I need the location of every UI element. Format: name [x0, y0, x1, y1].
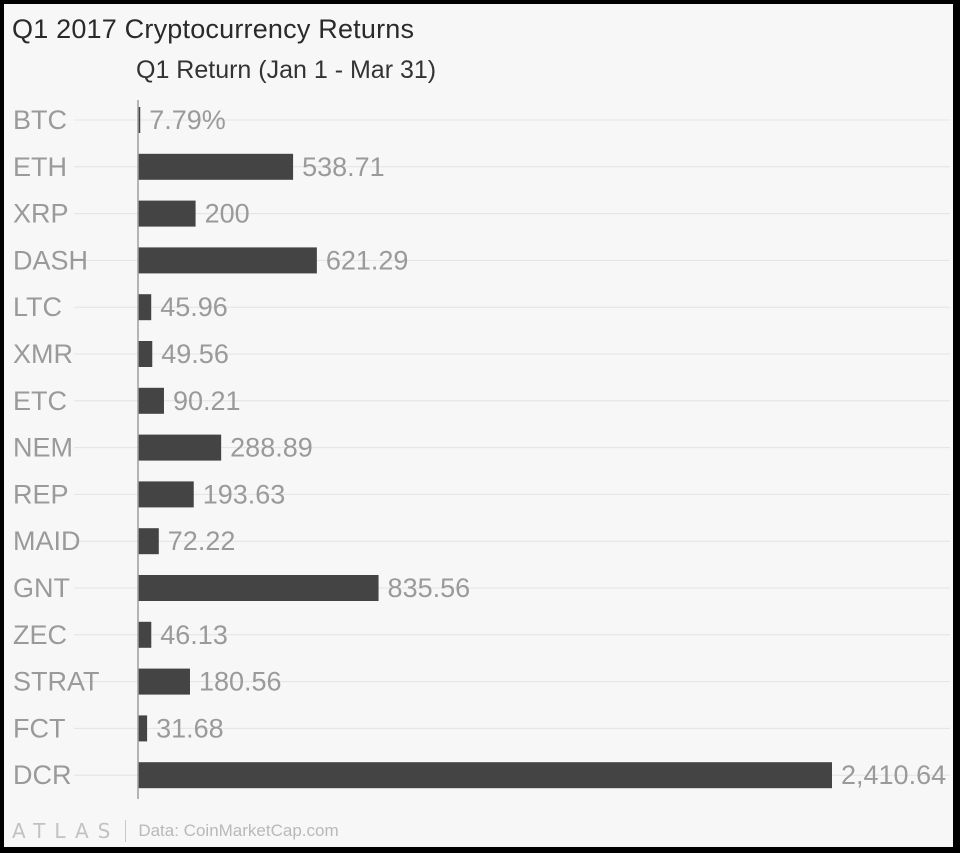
bar: [138, 294, 152, 321]
category-label: NEM: [13, 433, 73, 463]
bar: [138, 528, 159, 555]
bar: [138, 434, 222, 461]
bar: [138, 668, 190, 695]
value-label: 49.56: [161, 339, 229, 369]
value-label: 72.22: [168, 526, 236, 556]
value-label: 288.89: [230, 433, 313, 463]
value-label: 538.71: [302, 152, 385, 182]
series-label: Q1 Return (Jan 1 - Mar 31): [136, 56, 437, 84]
bar-chart: BTC 7.79% ETH 538.71 XRP 200 DASH 621.29 LTC 45.9…: [13, 100, 950, 799]
bar: [138, 387, 164, 414]
category-label: STRAT: [13, 667, 100, 697]
chart-footer: ATLAS Data: CoinMarketCap.com: [12, 817, 339, 845]
category-label: ETH: [13, 152, 67, 182]
category-label: REP: [13, 479, 69, 509]
category-label: DCR: [13, 760, 72, 790]
value-label: 835.56: [388, 573, 471, 603]
bar: [138, 200, 196, 227]
value-label: 200: [205, 199, 250, 229]
value-label: 31.68: [156, 713, 224, 743]
value-label: 193.63: [203, 479, 286, 509]
bar: [138, 762, 832, 789]
bar: [138, 481, 194, 508]
category-label: LTC: [13, 292, 62, 322]
bar: [138, 715, 148, 742]
category-label: BTC: [13, 105, 67, 135]
value-label: 180.56: [199, 667, 282, 697]
value-label: 2,410.64: [841, 760, 946, 790]
category-label: DASH: [13, 245, 88, 275]
bar: [138, 575, 379, 601]
value-label: 621.29: [326, 245, 409, 275]
bar: [138, 621, 152, 648]
value-label: 7.79%: [149, 105, 226, 135]
source-credit: Data: CoinMarketCap.com: [138, 821, 339, 840]
value-label: 45.96: [160, 292, 228, 322]
category-label: XRP: [13, 199, 69, 229]
value-label: 90.21: [173, 386, 241, 416]
category-label: GNT: [13, 573, 70, 603]
bar: [138, 107, 141, 133]
chart-frame: Q1 2017 Cryptocurrency Returns Q1 Return…: [4, 4, 953, 847]
bar: [138, 153, 294, 180]
category-label: FCT: [13, 713, 65, 743]
category-label: MAID: [13, 526, 81, 556]
category-label: XMR: [13, 339, 73, 369]
chart-title: Q1 2017 Cryptocurrency Returns: [12, 14, 415, 44]
value-label: 46.13: [160, 620, 228, 650]
bar: [138, 247, 317, 274]
category-label: ETC: [13, 386, 67, 416]
atlas-logo: ATLAS: [12, 819, 120, 843]
bar: [138, 341, 153, 367]
category-label: ZEC: [13, 620, 67, 650]
footer-divider: [125, 820, 127, 842]
